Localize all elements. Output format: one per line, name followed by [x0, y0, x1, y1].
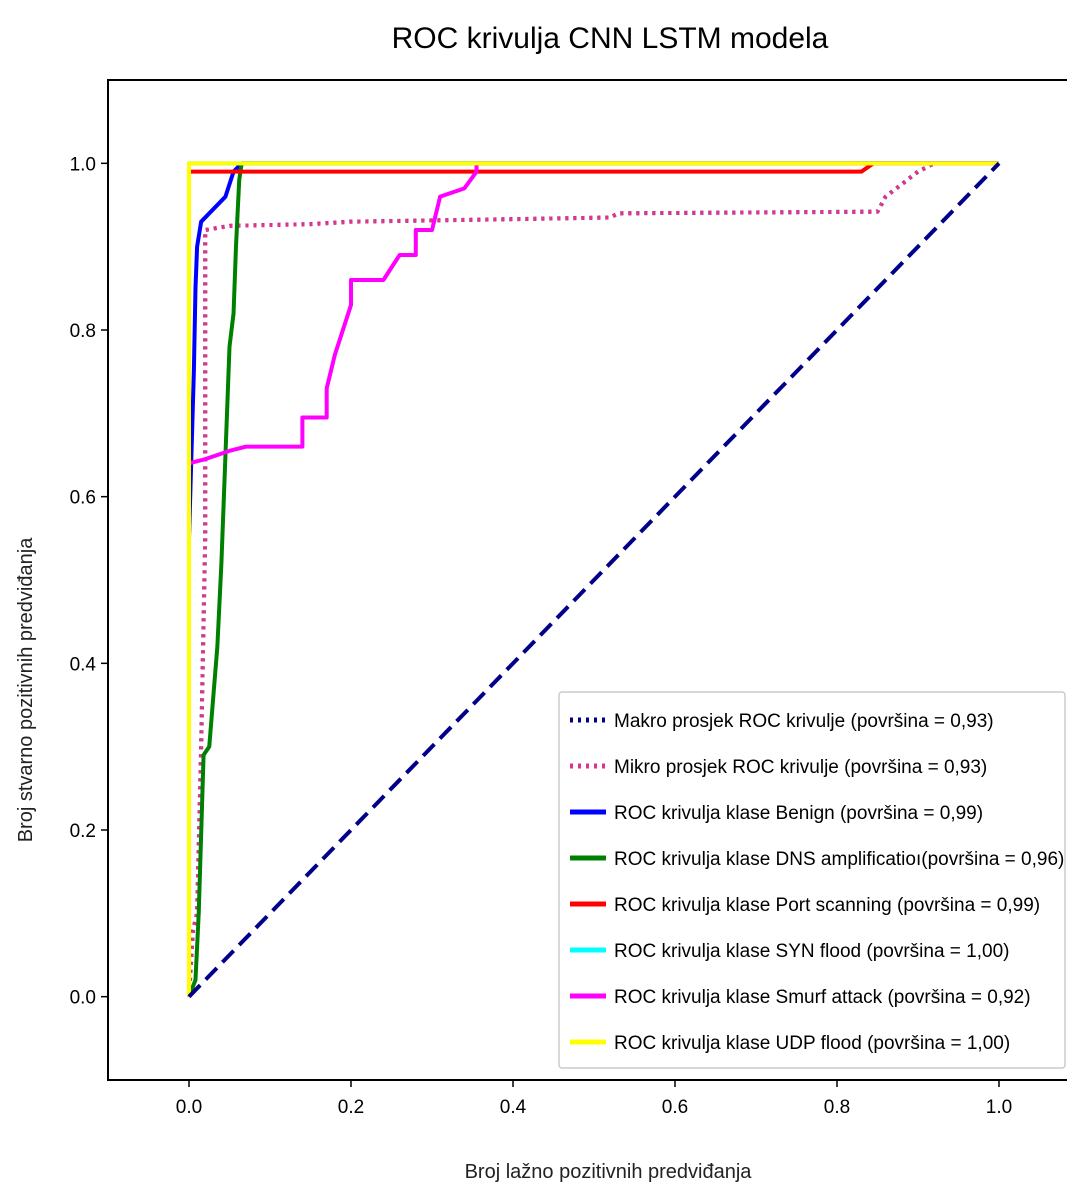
x-tick-label: 0.2 [338, 1097, 364, 1118]
legend: Makro prosjek ROC krivulje (površina = 0… [558, 691, 1066, 1069]
legend-label: ROC krivulja klase Port scanning (površi… [614, 895, 1040, 916]
legend-label: ROC krivulja klase Benign (površina = 0,… [614, 803, 983, 824]
y-tick-label: 1.0 [70, 154, 96, 175]
roc-curve [187, 161, 999, 997]
roc-curve [187, 161, 999, 998]
legend-label: ROC krivulja klase DNS amplificatioı(pov… [614, 849, 1064, 870]
legend-label: ROC krivulja klase UDP flood (površina =… [614, 1033, 1010, 1054]
x-tick-label: 0.4 [500, 1097, 527, 1118]
y-tick-label: 0.6 [70, 488, 96, 509]
x-tick-label: 0.8 [824, 1097, 850, 1118]
x-tick-label: 0.6 [662, 1097, 688, 1118]
legend-label: ROC krivulja klase SYN flood (površina =… [614, 941, 1009, 962]
roc-curve [187, 161, 999, 997]
legend-label: Makro prosjek ROC krivulje (površina = 0… [614, 711, 994, 732]
x-tick-label: 1.0 [986, 1097, 1012, 1118]
roc-curves [187, 161, 1001, 999]
legend-label: ROC krivulja klase Smurf attack (površin… [614, 987, 1031, 1008]
roc-curve [187, 161, 1001, 999]
y-tick-label: 0.8 [70, 321, 96, 342]
y-tick-label: 0.4 [70, 654, 97, 675]
y-axis-label: Broj stvarno pozitivnih predviđanja [15, 537, 37, 842]
chart-title: ROC krivulja CNN LSTM modela [392, 22, 829, 55]
y-tick-label: 0.0 [70, 988, 96, 1009]
roc-curve [187, 161, 999, 997]
y-tick-label: 0.2 [70, 821, 96, 842]
legend-label: Mikro prosjek ROC krivulje (površina = 0… [614, 757, 987, 778]
axis-ticks: 0.0 0.2 0.4 0.6 0.8 1.0 0.0 0.2 0.4 0.6 0.8 1.0 [70, 154, 1013, 1118]
x-axis-label: Broj lažno pozitivnih predviđanja [465, 1161, 753, 1183]
x-tick-label: 0.0 [176, 1097, 202, 1118]
legend-box [558, 691, 1066, 1069]
